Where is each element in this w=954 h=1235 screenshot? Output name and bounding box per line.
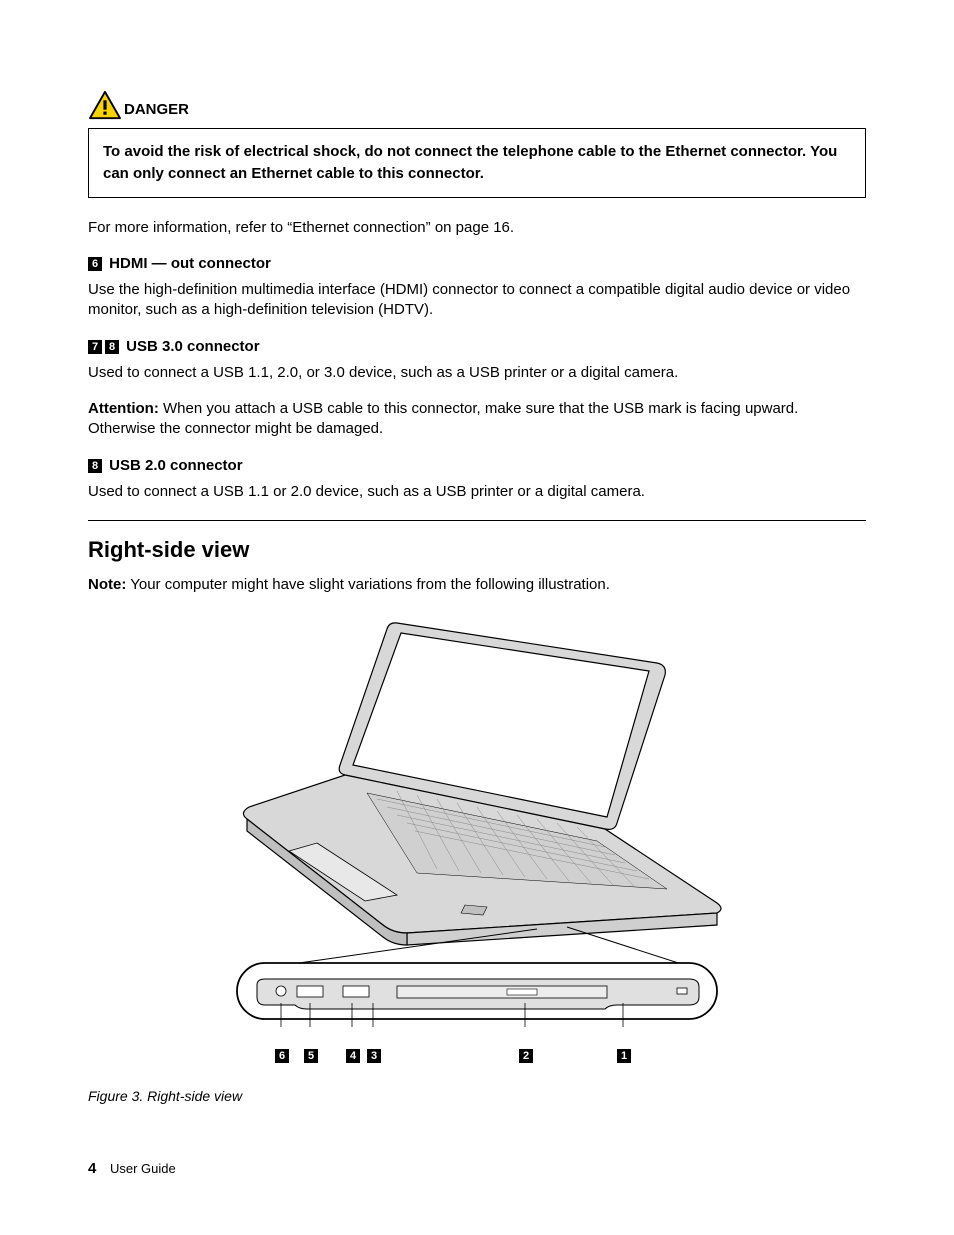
- attention-body: When you attach a USB cable to this conn…: [88, 400, 798, 437]
- callout-badge-6: 6: [88, 257, 102, 271]
- hdmi-body: Use the high-definition multimedia inter…: [88, 280, 866, 321]
- usb20-heading: 8 USB 2.0 connector: [88, 456, 866, 476]
- usb30-heading: 78 USB 3.0 connector: [88, 337, 866, 357]
- usb30-attention: Attention: When you attach a USB cable t…: [88, 399, 866, 440]
- diagram-callout-5: 5: [304, 1049, 318, 1063]
- usb20-body: Used to connect a USB 1.1 or 2.0 device,…: [88, 482, 866, 502]
- diagram-callout-6: 6: [275, 1049, 289, 1063]
- diagram-callout-3: 3: [367, 1049, 381, 1063]
- figure-caption: Figure 3. Right-side view: [88, 1087, 866, 1106]
- usb30-title: USB 3.0 connector: [126, 338, 259, 355]
- page-footer: 4 User Guide: [88, 1159, 176, 1179]
- diagram-callout-4: 4: [346, 1049, 360, 1063]
- laptop-diagram: [197, 613, 757, 1043]
- danger-box-text: To avoid the risk of electrical shock, d…: [103, 141, 851, 185]
- usb20-title: USB 2.0 connector: [109, 457, 242, 474]
- note-label: Note:: [88, 576, 126, 593]
- hdmi-heading: 6 HDMI — out connector: [88, 254, 866, 274]
- diagram-callout-1: 1: [617, 1049, 631, 1063]
- callout-badge-8b: 8: [88, 459, 102, 473]
- section-divider: [88, 520, 866, 521]
- callout-badge-8a: 8: [105, 340, 119, 354]
- danger-header: DANGER: [88, 90, 866, 120]
- right-side-note: Note: Your computer might have slight va…: [88, 575, 866, 595]
- intro-paragraph: For more information, refer to “Ethernet…: [88, 218, 866, 238]
- diagram-callout-2: 2: [519, 1049, 533, 1063]
- attention-label: Attention:: [88, 400, 159, 417]
- callout-badge-7: 7: [88, 340, 102, 354]
- right-side-heading: Right-side view: [88, 535, 866, 565]
- usb30-body: Used to connect a USB 1.1, 2.0, or 3.0 d…: [88, 363, 866, 383]
- hdmi-title: HDMI — out connector: [109, 255, 271, 272]
- figure-right-side: 6 5 4 3 2 1: [88, 613, 866, 1069]
- warning-icon: [88, 90, 122, 120]
- diagram-callout-row: 6 5 4 3 2 1: [197, 1049, 757, 1069]
- note-body: Your computer might have slight variatio…: [130, 576, 610, 593]
- danger-label: DANGER: [124, 100, 189, 120]
- page-number: 4: [88, 1160, 96, 1177]
- danger-box: To avoid the risk of electrical shock, d…: [88, 128, 866, 198]
- footer-title: User Guide: [110, 1161, 176, 1176]
